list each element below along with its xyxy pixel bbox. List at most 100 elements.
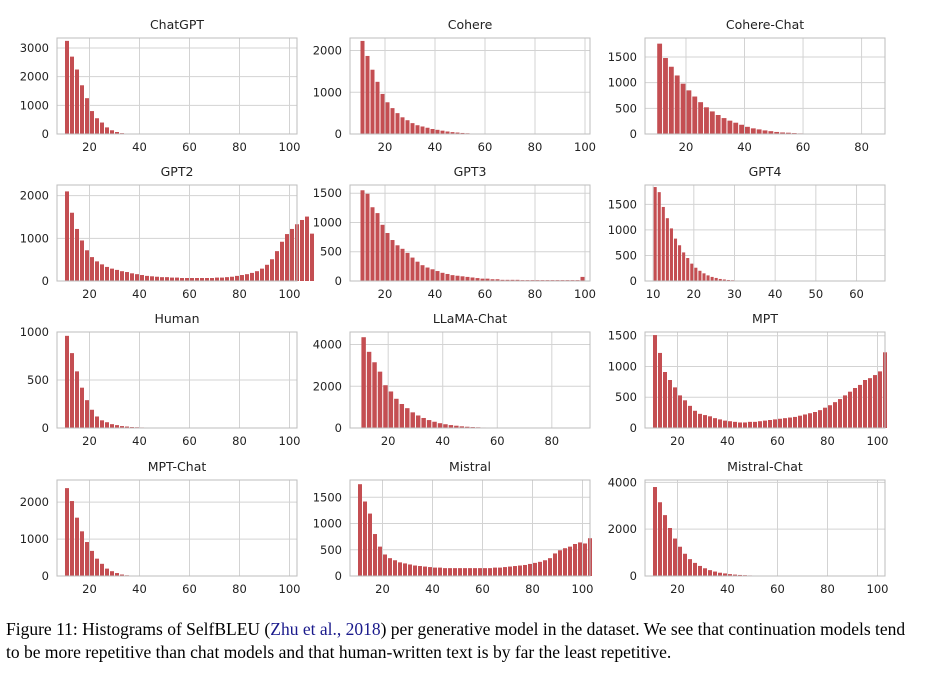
histogram-bar <box>704 107 709 134</box>
histogram-bar <box>818 410 822 428</box>
plot-frame <box>349 37 591 135</box>
histogram-bar <box>678 245 682 281</box>
chart-title: Mistral-Chat <box>727 459 803 474</box>
histogram-bar <box>523 564 527 576</box>
chart-title: LLaMA-Chat <box>433 311 507 326</box>
histogram-bar <box>702 273 706 281</box>
y-tick-label: 4000 <box>313 338 342 352</box>
histogram-bar <box>95 261 99 281</box>
histogram-bar <box>470 277 475 281</box>
x-tick-label: 40 <box>428 287 443 301</box>
histogram-bar <box>823 407 827 428</box>
y-tick-label: 0 <box>335 127 342 141</box>
y-tick-label: 0 <box>335 421 342 435</box>
histogram-bar <box>65 488 69 576</box>
histogram-bar <box>580 276 585 281</box>
histogram-bar <box>455 275 460 281</box>
y-tick-label: 500 <box>615 390 637 404</box>
histogram-bar <box>721 118 727 134</box>
x-tick-label: 80 <box>854 140 869 154</box>
histogram-bar <box>454 425 459 428</box>
histogram-bar <box>430 269 435 281</box>
histogram-bar <box>405 252 410 281</box>
x-tick-label: 100 <box>574 140 596 154</box>
histogram-bar <box>358 484 362 576</box>
histogram-bar <box>698 565 702 576</box>
histogram-bar <box>230 276 234 281</box>
histogram-bar <box>390 108 395 134</box>
histogram-bar <box>370 207 375 281</box>
histogram-bar <box>843 395 847 428</box>
y-tick-label: 1500 <box>313 490 342 504</box>
histogram-bar <box>733 574 737 576</box>
x-tick-label: 60 <box>849 287 864 301</box>
histogram-bar <box>718 278 722 281</box>
histogram-bar <box>245 274 249 281</box>
histogram-bar <box>420 265 425 281</box>
y-tick-label: 1000 <box>608 359 637 373</box>
histogram-bar <box>105 568 109 576</box>
histogram-bar <box>658 502 662 576</box>
x-tick-label: 100 <box>867 434 889 448</box>
x-tick-label: 40 <box>768 287 783 301</box>
histogram-bar <box>458 568 462 576</box>
histogram-bar <box>394 398 399 428</box>
y-tick-label: 2000 <box>20 495 49 509</box>
x-tick-label: 100 <box>279 582 301 596</box>
histogram-bar <box>180 278 184 281</box>
histogram-bar <box>728 574 732 576</box>
y-tick-label: 1500 <box>608 329 637 343</box>
histogram-bar <box>448 568 452 576</box>
histogram-bar <box>75 69 79 134</box>
histogram-bar <box>678 546 682 576</box>
histogram-bar <box>674 75 680 134</box>
y-tick-label: 2000 <box>313 379 342 393</box>
plot-frame <box>56 37 298 135</box>
x-tick-label: 20 <box>375 582 390 596</box>
histogram-bar <box>838 399 842 428</box>
chart-title: Cohere <box>448 17 493 32</box>
histogram-bar <box>728 421 732 428</box>
histogram-bar <box>788 417 792 428</box>
histogram-bar <box>383 554 387 576</box>
histogram-bar <box>65 40 69 134</box>
x-tick-label: 60 <box>182 140 197 154</box>
histogram-bar <box>265 264 269 281</box>
histogram-bar <box>868 378 872 428</box>
histogram-bar <box>437 423 443 428</box>
histogram-gpt4: GPT4 10 20 30 40 50 60 0 500 1000 1500 <box>608 164 886 301</box>
histogram-bar <box>692 96 698 134</box>
histogram-bar <box>480 278 485 281</box>
histogram-bar <box>395 113 400 134</box>
histogram-bar <box>738 422 742 428</box>
histogram-bar <box>425 127 430 134</box>
histogram-bar <box>428 567 432 576</box>
histogram-bar <box>465 426 470 428</box>
chart-title: Human <box>154 311 199 326</box>
y-tick-label: 500 <box>615 248 637 262</box>
x-tick-label: 80 <box>232 140 247 154</box>
histogram-bar <box>361 337 366 428</box>
histogram-bar <box>661 206 665 281</box>
y-tick-label: 1000 <box>313 517 342 531</box>
histogram-bar <box>698 413 702 428</box>
x-tick-label: 100 <box>572 582 594 596</box>
histogram-bar <box>105 422 109 428</box>
histogram-bar <box>290 228 294 281</box>
histogram-bar <box>90 550 94 576</box>
histogram-bar <box>703 415 707 428</box>
histogram-bar <box>120 271 124 281</box>
chart-title: Mistral <box>449 459 491 474</box>
citation-link[interactable]: Zhu et al., 2018 <box>270 619 381 639</box>
histogram-bar <box>175 277 179 281</box>
y-tick-label: 3000 <box>20 41 49 55</box>
histogram-bar <box>693 410 697 428</box>
y-tick-label: 1000 <box>20 231 49 245</box>
histogram-bar <box>490 279 495 281</box>
histogram-bar <box>503 567 507 576</box>
histogram-bar <box>125 426 129 428</box>
histogram-bar <box>363 501 367 576</box>
